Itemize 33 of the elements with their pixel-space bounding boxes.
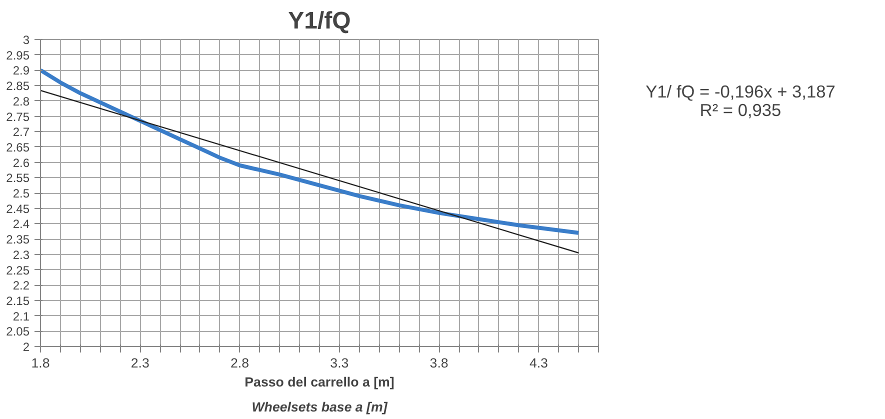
y-tick-label: 3 [22, 33, 30, 47]
x-tick-label: 3.3 [330, 356, 349, 370]
text: Y1/ fQ = -0,196x + 3,187 [646, 82, 836, 102]
y-tick-label: 2.55 [6, 171, 30, 186]
y-tick-label: 2.4 [12, 217, 30, 232]
y-tick-label: 2.85 [6, 79, 30, 94]
y-tick-label: 2.05 [6, 324, 30, 339]
y-tick-label: 2.3 [12, 248, 30, 262]
y-tick-label: 2.1 [12, 309, 30, 324]
y-tick-label: 2.75 [6, 110, 30, 124]
y-tick-label: 2.5 [12, 186, 30, 200]
y-tick-label: 2 [22, 340, 30, 354]
x-tick-label: 2.3 [130, 356, 150, 370]
x-tick-label: 2.8 [230, 356, 250, 370]
y-tick-label: 2.2 [12, 278, 30, 293]
x-tick-label: 4.3 [529, 356, 548, 370]
y-tick-label: 2.9 [12, 64, 30, 78]
x-tick-label: 1.8 [31, 356, 50, 370]
x-tick-label: 3.8 [430, 356, 448, 370]
y-tick-label: 2.95 [6, 48, 30, 62]
text: R² = 0,935 [700, 100, 782, 120]
y-tick-label: 2.65 [6, 140, 30, 154]
y-tick-label: 2.8 [12, 94, 30, 108]
y-tick-label: 2.45 [6, 202, 30, 216]
line-series [40, 68, 581, 235]
x-axis-title: Passo del carrello a [m] [244, 374, 394, 390]
text: Wheelsets base a [m] [252, 400, 388, 414]
y-tick-label: 2.7 [12, 125, 30, 140]
y-tick-label: 2.15 [6, 294, 30, 308]
y-tick-label: 2.25 [6, 263, 30, 278]
chart-title: Y1/fQ [288, 8, 351, 34]
y-tick-label: 2.6 [12, 156, 30, 170]
y-tick-label: 2.35 [6, 232, 30, 247]
